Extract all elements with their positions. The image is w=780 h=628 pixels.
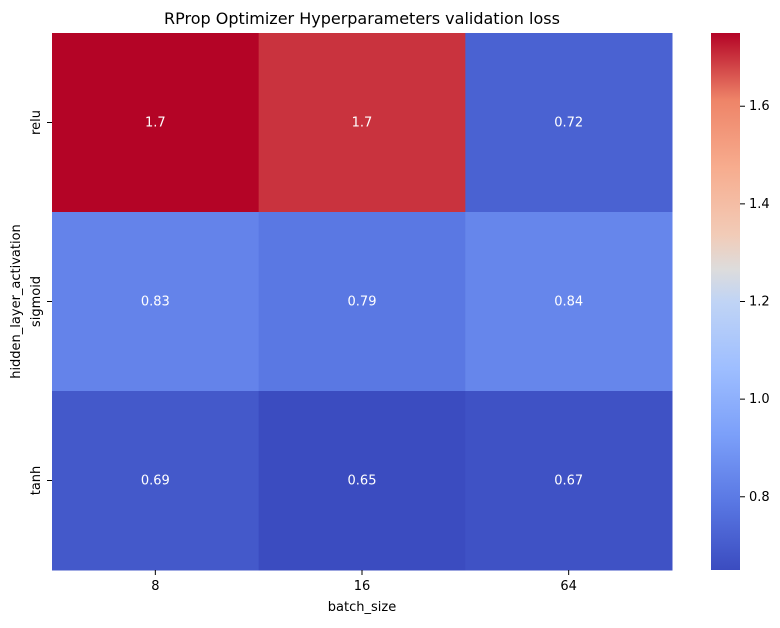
cell-annotation: 0.83 — [141, 295, 170, 310]
cell-annotation: 0.67 — [554, 474, 583, 489]
heatmap-cell — [258, 391, 466, 571]
heatmap-cell — [52, 212, 260, 392]
colorbar-tick-label: 1.6 — [749, 99, 770, 114]
colorbar-tick-label: 1.4 — [749, 197, 770, 212]
cell-annotation: 0.65 — [348, 474, 377, 489]
cell-annotation: 0.72 — [554, 116, 583, 131]
heatmap-cell — [52, 391, 260, 571]
x-axis-label: batch_size — [328, 600, 396, 615]
y-tick-label: sigmoid — [29, 276, 44, 327]
y-tick-label: tanh — [29, 466, 44, 496]
cell-annotation: 0.69 — [141, 474, 170, 489]
y-tick-label: relu — [29, 110, 44, 135]
colorbar-tick-label: 1.2 — [749, 295, 770, 310]
heatmap-cell — [465, 33, 673, 213]
colorbar-tick-label: 1.0 — [749, 392, 770, 407]
x-tick-label: 64 — [560, 579, 577, 594]
y-axis-label: hidden_layer_activation — [9, 224, 24, 379]
colorbar-tick-label: 0.8 — [749, 490, 770, 505]
heatmap-cell — [258, 33, 466, 213]
colorbar — [711, 33, 740, 570]
cell-annotation: 1.7 — [145, 116, 166, 131]
chart-title: RProp Optimizer Hyperparameters validati… — [164, 9, 560, 28]
heatmap-cell — [465, 391, 673, 571]
x-tick-label: 16 — [354, 579, 371, 594]
heatmap-cell — [258, 212, 466, 392]
cell-annotation: 0.79 — [348, 295, 377, 310]
x-tick-label: 8 — [151, 579, 159, 594]
heatmap-cell — [52, 33, 260, 213]
heatmap-cell — [465, 212, 673, 392]
cell-annotation: 1.7 — [352, 116, 373, 131]
cell-annotation: 0.84 — [554, 295, 583, 310]
